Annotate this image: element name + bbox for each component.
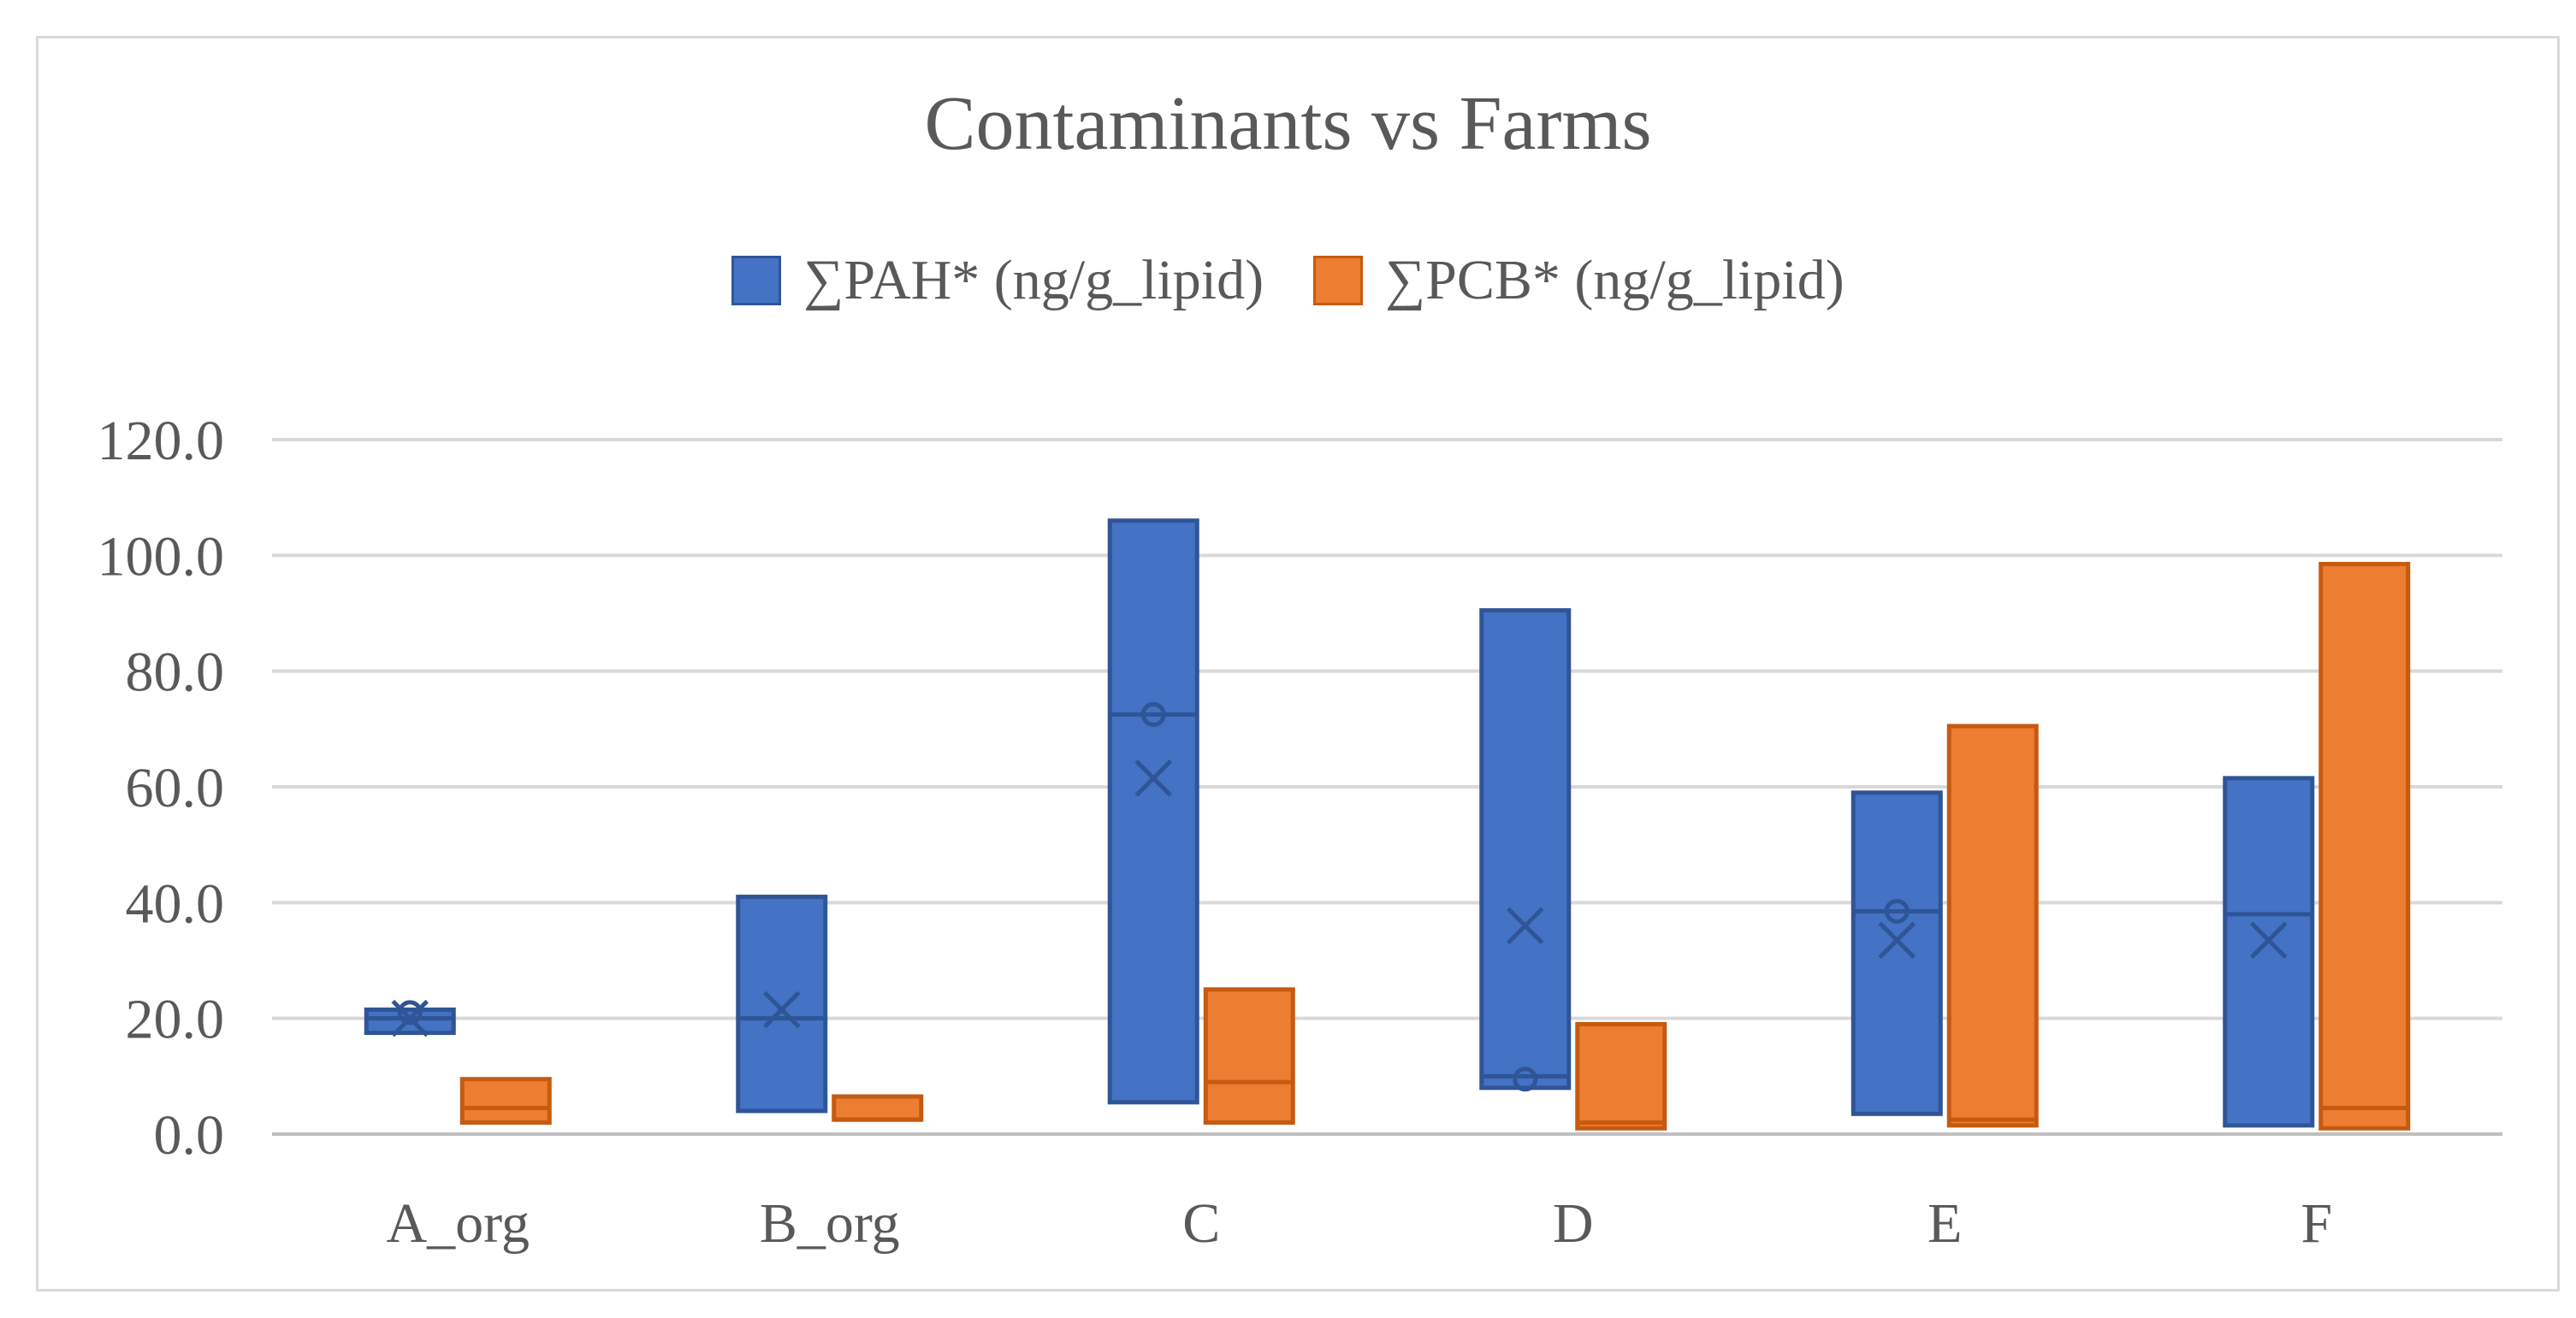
y-tick-label: 0.0	[154, 1104, 225, 1167]
y-tick-label: 20.0	[126, 989, 225, 1051]
gridlines	[272, 438, 2502, 1136]
mean-marker	[2249, 921, 2288, 960]
legend-label-pcb: ∑PCB* (ng/g_lipid)	[1385, 249, 1845, 311]
mean-marker	[391, 999, 429, 1037]
x-tick-label: F	[2301, 1192, 2332, 1255]
y-tick-label: 80.0	[126, 641, 225, 704]
box-1-0	[459, 1077, 552, 1125]
box-0-5	[2223, 776, 2315, 1128]
outlier-point	[1140, 701, 1166, 727]
outlier-point	[1513, 1067, 1538, 1092]
x-axis-ticks: A_org B_org C D E F	[387, 1192, 2333, 1255]
y-tick-label: 40.0	[126, 872, 225, 935]
y-tick-label: 100.0	[98, 525, 225, 588]
box-0-1	[736, 895, 828, 1114]
mean-marker	[1878, 921, 1916, 960]
mean-marker	[1506, 907, 1544, 945]
box-series	[364, 518, 2411, 1131]
box-0-4	[1851, 790, 1943, 1116]
box-1-5	[2318, 561, 2411, 1131]
y-tick-label: 60.0	[126, 757, 225, 819]
legend-swatch-pah	[731, 256, 782, 305]
mean-marker	[1134, 759, 1173, 797]
x-tick-label: E	[1928, 1192, 1962, 1255]
x-tick-label: C	[1182, 1192, 1220, 1255]
box-1-4	[1946, 724, 2039, 1128]
box-1-3	[1575, 1021, 1667, 1131]
mean-marker	[762, 990, 801, 1029]
y-tick-label: 120.0	[98, 410, 225, 472]
legend-item-pah[interactable]: ∑PAH* (ng/g_lipid)	[731, 248, 1264, 313]
chart-frame	[36, 36, 2560, 1291]
legend: ∑PAH* (ng/g_lipid) ∑PCB* (ng/g_lipid)	[0, 248, 2576, 313]
legend-swatch-pcb	[1313, 256, 1364, 305]
x-tick-label: B_org	[760, 1192, 900, 1255]
x-tick-label: A_org	[387, 1192, 530, 1255]
outlier-point	[1884, 898, 1910, 924]
x-tick-label: D	[1553, 1192, 1594, 1255]
box-1-1	[832, 1094, 924, 1122]
chart-title: Contaminants vs Farms	[924, 81, 1652, 166]
box-0-2	[1107, 518, 1199, 1105]
legend-item-pcb[interactable]: ∑PCB* (ng/g_lipid)	[1313, 248, 1845, 313]
outlier-point	[397, 1000, 423, 1025]
box-1-2	[1203, 987, 1295, 1125]
box-0-3	[1479, 608, 1572, 1090]
y-axis-ticks: 0.0 20.0 40.0 60.0 80.0 100.0 120.0	[98, 410, 225, 1167]
legend-label-pah: ∑PAH* (ng/g_lipid)	[803, 249, 1264, 311]
